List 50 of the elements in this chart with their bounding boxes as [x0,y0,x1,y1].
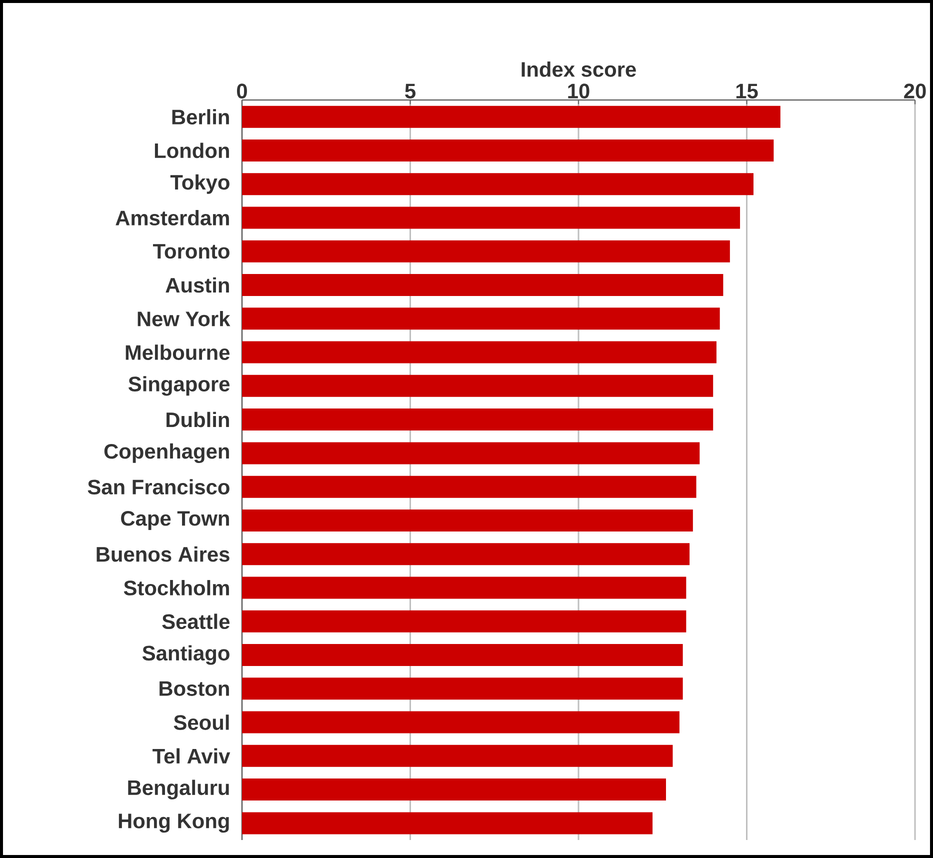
y-tick-label: Cape Town [121,510,229,530]
bar [242,644,683,666]
y-tick-label: Santiago [142,645,230,665]
bar [242,341,716,364]
bar [242,812,653,834]
y-tick-label: Dublin [166,412,229,428]
x-tick-label: 15 [736,84,758,98]
y-tick-label: Hong Kong [118,814,229,833]
bar [242,509,693,532]
y-tick-label: Bengaluru [128,780,229,800]
bar [242,442,700,464]
x-tick-label: 10 [568,84,590,98]
x-tick-label: 0 [237,84,247,98]
bar [242,139,774,162]
bar [242,744,673,767]
y-tick-label: Seoul [174,714,229,730]
y-tick-label: Melbourne [126,344,230,360]
bar [242,106,780,128]
y-tick-label: Amsterdam [116,210,229,226]
bar [242,711,680,734]
bar [242,543,690,566]
bar [242,778,666,801]
bar [242,240,730,262]
y-tick-label: Austin [166,277,229,293]
bar [242,408,714,431]
y-tick-label: Singapore [128,376,230,396]
y-tick-label: New York [138,310,230,326]
bar [242,678,683,700]
y-tick-label: Buenos Aires [96,546,230,562]
bar [242,610,686,632]
bar [242,374,714,397]
bar [242,476,696,498]
bar [242,173,754,196]
y-tick-label: Stockholm [124,580,229,596]
y-tick-label: Toronto [153,244,230,259]
bar [242,274,724,296]
bar [242,206,740,229]
y-tick-label: Tokyo [170,174,230,194]
y-tick-label: Tel Aviv [152,748,230,764]
y-tick-label: London [154,142,229,158]
x-tick-label: 5 [405,84,416,98]
y-tick-label: San Francisco [88,479,230,495]
bar [242,308,720,330]
x-tick-label: 20 [904,84,926,98]
y-tick-label: Seattle [162,614,230,630]
y-tick-label: Copenhagen [104,443,229,463]
y-tick-label: Berlin [172,109,229,124]
x-axis-title: Index score [522,61,636,77]
y-tick-label: Boston [160,681,229,696]
bar [242,576,686,599]
